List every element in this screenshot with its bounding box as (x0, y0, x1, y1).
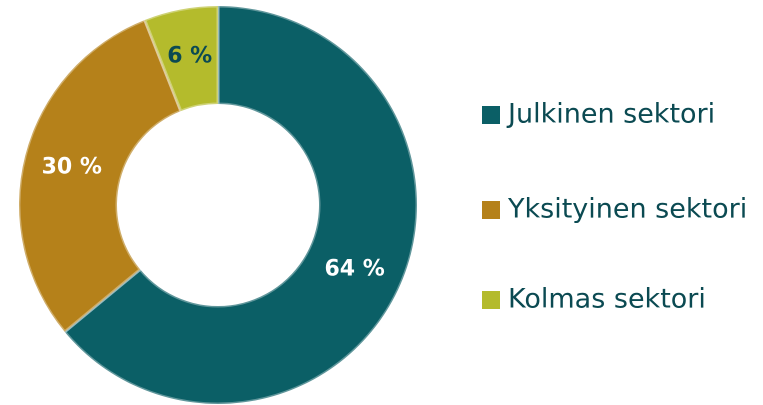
legend-label: Yksityinen sektori (507, 194, 747, 225)
value-label: 64 % (324, 256, 384, 281)
legend-swatch (482, 201, 500, 219)
value-label: 30 % (42, 154, 102, 179)
legend-label: Kolmas sektori (508, 284, 706, 315)
donut-segment (62, 4, 419, 405)
legend-swatch (482, 291, 500, 309)
donut-segment (142, 4, 220, 114)
donut-segment (17, 18, 183, 334)
legend-label: Julkinen sektori (506, 99, 715, 130)
value-label: 6 % (167, 44, 212, 69)
legend-swatch (482, 106, 500, 124)
